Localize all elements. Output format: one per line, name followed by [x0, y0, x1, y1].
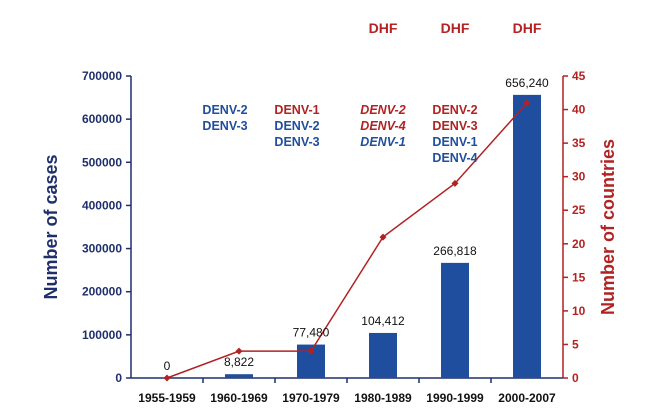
right-tick-label: 15 — [572, 270, 586, 284]
line-point — [163, 374, 171, 382]
bar-value-label: 8,822 — [224, 355, 254, 369]
serotype-label: DENV-2 — [202, 103, 247, 117]
bar-value-labels: 0 8,822 77,480 104,412 266,818 656,240 — [164, 76, 549, 373]
x-tick-label: 2000-2007 — [498, 391, 556, 405]
serotype-annotations: DHF DHF DHF DENV-2 DENV-3 DENV-1 DENV-2 DENV-3 D… — [202, 20, 541, 165]
dhf-label: DHF — [513, 20, 542, 36]
line-point — [307, 347, 315, 355]
serotype-label: DENV-1 — [360, 135, 405, 149]
left-axis-title: Number of cases — [41, 154, 61, 299]
serotype-label: DENV-2 — [432, 103, 477, 117]
bar — [225, 374, 253, 378]
bar-value-label: 656,240 — [505, 76, 549, 90]
left-tick-label: 400000 — [82, 198, 122, 212]
axes: 0 100000 200000 300000 400000 500000 600000 700… — [82, 69, 586, 405]
left-tick-label: 0 — [115, 371, 122, 385]
right-tick-label: 45 — [572, 69, 586, 83]
bars — [225, 94, 541, 379]
right-tick-label: 35 — [572, 136, 586, 150]
serotype-label: DENV-4 — [432, 151, 477, 165]
bar — [513, 94, 541, 379]
left-tick-label: 300000 — [82, 242, 122, 256]
right-axis-title: Number of countries — [598, 139, 618, 315]
bar — [369, 332, 397, 378]
serotype-label: DENV-4 — [360, 119, 405, 133]
right-tick-label: 20 — [572, 237, 586, 251]
right-tick-label: 0 — [572, 371, 579, 385]
right-tick-label: 5 — [572, 337, 579, 351]
bar-value-label: 77,480 — [293, 326, 330, 340]
bar — [441, 262, 469, 378]
x-tick-label: 1960-1969 — [210, 391, 268, 405]
dhf-label: DHF — [369, 20, 398, 36]
serotype-label: DENV-2 — [360, 103, 405, 117]
left-tick-label: 200000 — [82, 285, 122, 299]
left-tick-label: 700000 — [82, 69, 122, 83]
right-tick-label: 30 — [572, 170, 586, 184]
line-point — [235, 347, 243, 355]
x-tick-label: 1980-1989 — [354, 391, 412, 405]
right-tick-label: 25 — [572, 203, 586, 217]
left-tick-label: 500000 — [82, 155, 122, 169]
x-tick-label: 1990-1999 — [426, 391, 484, 405]
country-line — [163, 99, 531, 382]
serotype-label: DENV-2 — [274, 119, 319, 133]
serotype-label: DENV-3 — [432, 119, 477, 133]
x-tick-label: 1970-1979 — [282, 391, 340, 405]
line-point — [379, 233, 387, 241]
line-point — [451, 179, 459, 187]
serotype-label: DENV-3 — [274, 135, 319, 149]
x-tick-label: 1955-1959 — [138, 391, 196, 405]
left-tick-label: 100000 — [82, 328, 122, 342]
serotype-label: DENV-1 — [274, 103, 319, 117]
bar-value-label: 104,412 — [361, 314, 405, 328]
country-series-line — [166, 102, 528, 379]
dhf-label: DHF — [441, 20, 470, 36]
bar-value-label: 266,818 — [433, 244, 477, 258]
left-tick-label: 600000 — [82, 112, 122, 126]
line-point — [523, 99, 531, 107]
right-tick-label: 10 — [572, 304, 586, 318]
serotype-label: DENV-1 — [432, 135, 477, 149]
serotype-label: DENV-3 — [202, 119, 247, 133]
right-tick-label: 40 — [572, 103, 586, 117]
bar-value-label: 0 — [164, 359, 171, 373]
